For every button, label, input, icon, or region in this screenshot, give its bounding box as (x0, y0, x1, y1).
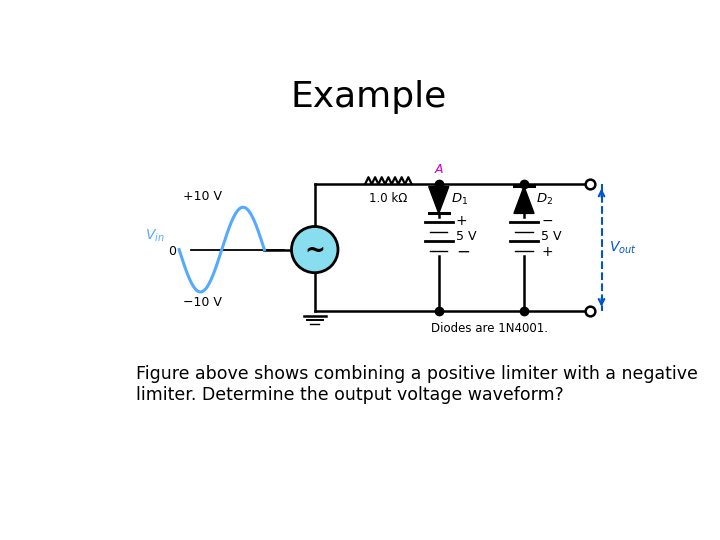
Polygon shape (428, 186, 449, 213)
Text: 5 V: 5 V (541, 230, 562, 243)
Text: Figure above shows combining a positive limiter with a negative
limiter. Determi: Figure above shows combining a positive … (137, 365, 698, 404)
Polygon shape (514, 186, 534, 213)
Text: −: − (541, 214, 553, 228)
Text: A: A (434, 164, 443, 177)
Text: $D_1$: $D_1$ (451, 192, 468, 207)
Text: $D_2$: $D_2$ (536, 192, 554, 207)
Text: ~: ~ (305, 239, 325, 263)
Circle shape (292, 226, 338, 273)
Text: $V_{in}$: $V_{in}$ (145, 227, 165, 244)
Text: +: + (456, 214, 467, 228)
Text: −: − (456, 243, 469, 261)
Text: −10 V: −10 V (183, 296, 222, 309)
Text: Diodes are 1N4001.: Diodes are 1N4001. (431, 322, 548, 335)
Text: $V_{out}$: $V_{out}$ (609, 239, 637, 256)
Text: 1.0 kΩ: 1.0 kΩ (369, 192, 408, 205)
Text: 0: 0 (168, 245, 176, 258)
Text: +10 V: +10 V (183, 191, 222, 204)
Text: +: + (541, 245, 553, 259)
Text: Example: Example (291, 80, 447, 114)
Text: 5 V: 5 V (456, 230, 477, 243)
